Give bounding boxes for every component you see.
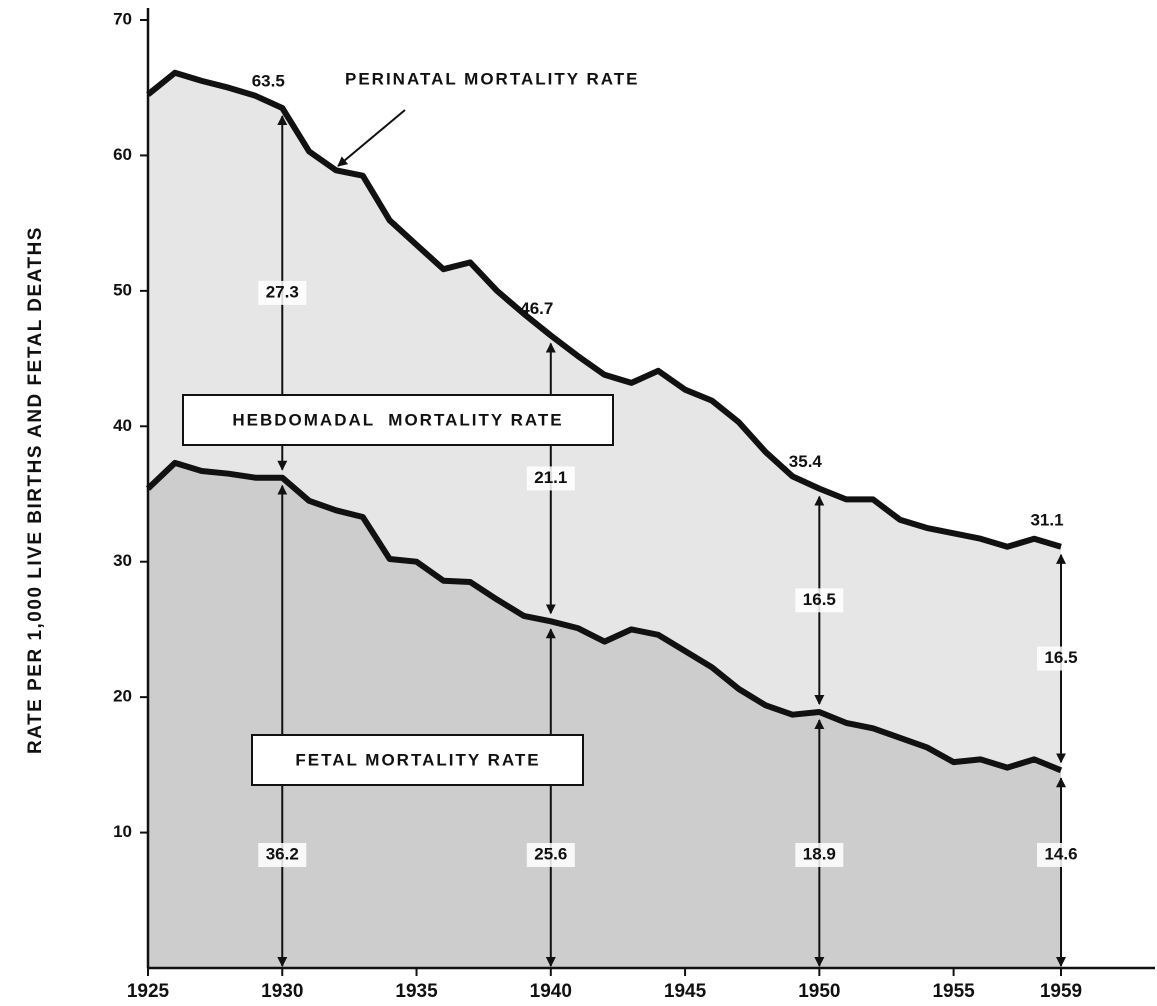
label-box [182,394,614,446]
area [148,462,1061,968]
hebdomadal-label: HEBDOMADAL MORTALITY RATE [232,410,563,429]
hebdomadal-value-label: 16.5 [1044,648,1077,667]
fetal-value-label: 14.6 [1044,844,1077,863]
hebdomadal-value-label: 21.1 [534,468,567,487]
label-box [251,734,584,786]
fetal-value-label: 25.6 [534,844,567,863]
y-tick-label: 20 [113,687,132,706]
x-tick-label: 1940 [530,981,572,1002]
label-bg [526,843,575,867]
series-line [145,459,1063,774]
axes: 10 20 30 40 50 60 70 1925 1930 1935 1940 1945 1950 19… [113,8,1155,1002]
y-tick-label: 60 [113,145,132,164]
y-tick-label: 70 [113,9,132,28]
x-tick-label: 1930 [261,981,303,1002]
y-axis-label: RATE PER 1,000 LIVE BIRTHS AND FETAL DEA… [25,226,46,754]
label-bg [795,843,844,867]
lines [145,69,1063,774]
label-bg [1037,843,1086,867]
fetal-label: FETAL MORTALITY RATE [295,750,540,769]
x-tick-label: 1945 [664,981,707,1002]
label-bg [795,588,844,613]
y-tick-label: 10 [113,822,132,841]
label-bg [1037,646,1086,671]
fetal-value-label: 36.2 [266,844,299,863]
hebdomadal-value-label: 27.3 [266,282,299,301]
annotations: 63.5 27.3 36.2 46.7 21.1 25.6 35.4 16.5 18.9 31.1… [182,69,1086,967]
label-bg [258,843,307,867]
x-tick-label: 1950 [798,981,840,1002]
label-bg [526,466,575,491]
y-tick-label: 30 [113,551,132,570]
fetal-value-label: 18.9 [803,844,836,863]
perinatal-value-label: 46.7 [520,299,553,318]
perinatal-value-label: 63.5 [252,72,285,91]
areas [148,72,1061,969]
x-tick-label: 1935 [395,981,438,1002]
perinatal-value-label: 35.4 [789,452,823,471]
x-tick-label: 1959 [1040,981,1082,1002]
perinatal-label: PERINATAL MORTALITY RATE [345,69,640,88]
x-tick-label: 1955 [932,981,975,1002]
perinatal-value-label: 31.1 [1030,510,1063,529]
label-bg [258,280,307,305]
x-tick-label: 1925 [127,981,170,1002]
series-line [146,69,1062,550]
hebdomadal-value-label: 16.5 [803,590,836,609]
y-tick-label: 50 [113,280,132,299]
y-tick-label: 40 [113,416,132,435]
pointer-arrow [337,109,406,167]
